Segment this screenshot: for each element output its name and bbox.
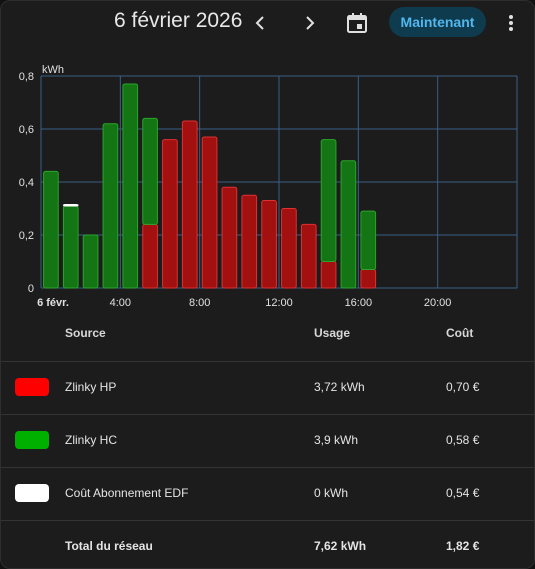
usage-value: 3,9 kWh (314, 433, 359, 447)
color-swatch (15, 431, 49, 449)
source-name: Zlinky HC (65, 433, 118, 447)
y-tick-label: 0,2 (19, 230, 34, 242)
bar-zlinky-hp (162, 139, 178, 289)
bar-zlinky-hp (241, 194, 258, 289)
bar-zlinky-hp (281, 208, 297, 289)
bar-co-t-abonnement-edf (62, 204, 79, 207)
calendar-button[interactable] (343, 9, 371, 37)
calendar-icon (347, 13, 367, 33)
total-label: Total du réseau (65, 539, 153, 553)
source-name: Zlinky HP (65, 380, 117, 394)
bar-zlinky-hc (82, 234, 99, 289)
source-name: Coût Abonnement EDF (65, 486, 189, 500)
date-title: 6 février 2026 (114, 9, 243, 32)
bar-zlinky-hp (320, 261, 337, 289)
y-tick-label: 0,6 (19, 124, 34, 136)
chevron-right-icon (306, 16, 315, 30)
previous-day-button[interactable] (247, 9, 275, 37)
bar-zlinky-hc (62, 205, 79, 289)
bar-zlinky-hc (43, 170, 59, 289)
bar-zlinky-hp (261, 200, 277, 289)
bar-zlinky-hp (142, 223, 158, 289)
header-usage: Usage (314, 326, 351, 340)
more-vertical-icon (509, 15, 513, 31)
chevron-left-icon (255, 16, 264, 30)
table-row-zlinky-hp: Zlinky HP 3,72 kWh 0,70 € (1, 361, 534, 414)
bar-zlinky-hp (300, 223, 317, 289)
bar-zlinky-hc (360, 210, 377, 270)
x-tick-label: 4:00 (110, 297, 131, 309)
table-header: Source Usage Coût (1, 313, 534, 361)
more-menu-button[interactable] (497, 9, 525, 37)
y-tick-label: 0 (28, 283, 34, 295)
header-cost: Coût (446, 326, 474, 340)
energy-chart: 0 0,2 0,4 0,6 0,8 kWh 6 févr. 4:00 8:00 12:00 16:0… (19, 64, 518, 309)
usage-value: 3,72 kWh (314, 380, 365, 394)
header-source: Source (65, 326, 106, 340)
bar-zlinky-hc (122, 83, 139, 289)
table-row-zlinky-hc: Zlinky HC 3,9 kWh 0,58 € (1, 414, 534, 467)
source-table: Source Usage Coût Zlinky HP 3,72 kWh 0,7… (1, 313, 534, 568)
x-tick-label: 6 févr. (37, 297, 69, 309)
bar-zlinky-hp (181, 120, 198, 289)
y-tick-label: 0,8 (19, 71, 34, 83)
y-tick-label: 0,4 (19, 177, 34, 189)
now-button[interactable]: Maintenant (389, 7, 486, 37)
bar-zlinky-hc (320, 139, 337, 262)
x-tick-label: 8:00 (189, 297, 210, 309)
date-toolbar: 6 février 2026 Maintenant (1, 1, 534, 45)
x-tick-label: 12:00 (265, 297, 293, 309)
cost-value: 0,54 € (446, 486, 480, 500)
color-swatch (15, 484, 49, 502)
y-axis-label: kWh (42, 64, 64, 76)
next-day-button[interactable] (295, 9, 323, 37)
x-tick-label: 20:00 (424, 297, 452, 309)
color-swatch (15, 378, 49, 396)
bar-zlinky-hc (142, 117, 158, 225)
bar-zlinky-hp (360, 268, 377, 289)
bar-zlinky-hp (201, 136, 218, 289)
usage-value: 0 kWh (314, 486, 349, 500)
table-row-total: Total du réseau 7,62 kWh 1,82 € (1, 520, 534, 568)
cost-value: 0,70 € (446, 380, 480, 394)
total-cost: 1,82 € (446, 539, 480, 553)
bar-zlinky-hp (221, 186, 238, 289)
total-usage: 7,62 kWh (314, 539, 367, 553)
x-tick-label: 16:00 (345, 297, 373, 309)
cost-value: 0,58 € (446, 433, 480, 447)
bar-zlinky-hc (340, 160, 357, 289)
table-row-abonnement: Coût Abonnement EDF 0 kWh 0,54 € (1, 467, 534, 520)
bar-zlinky-hc (102, 123, 119, 289)
